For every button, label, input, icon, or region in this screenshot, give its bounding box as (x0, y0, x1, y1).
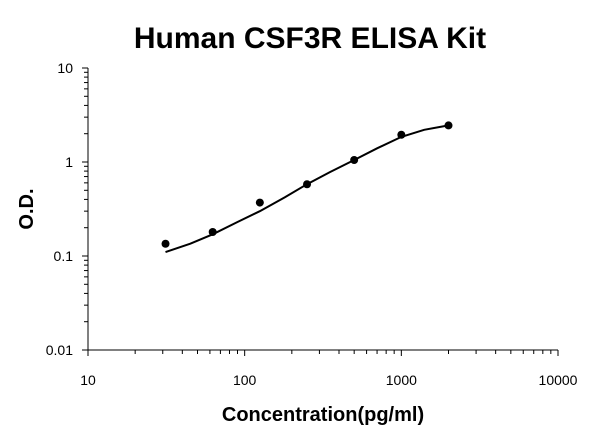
chart-title: Human CSF3R ELISA Kit (134, 22, 486, 55)
x-tick-label: 10000 (539, 372, 578, 388)
x-tick-label: 100 (233, 372, 257, 388)
y-tick-label: 0.01 (46, 342, 73, 358)
data-point (444, 121, 453, 130)
axis-ticks (82, 67, 559, 356)
y-tick-label: 0.1 (54, 248, 74, 264)
x-tick-label: 10 (80, 372, 96, 388)
y-tick-label: 1 (65, 154, 73, 170)
x-tick-label: 1000 (386, 372, 417, 388)
data-point (350, 156, 359, 165)
x-axis-label: Concentration(pg/ml) (222, 404, 424, 426)
data-point (208, 228, 217, 237)
data-point (397, 130, 406, 139)
data-point (255, 198, 264, 207)
data-point (161, 239, 170, 248)
data-point (303, 180, 312, 189)
fitted-standard-curve (165, 124, 449, 254)
axes (87, 68, 558, 351)
y-axis-label: O.D. (16, 188, 38, 229)
y-tick-label: 10 (57, 60, 73, 76)
data-points (161, 121, 453, 248)
tick-labels: 10 100 1000 10000 0.01 0.1 1 10 (46, 60, 578, 388)
